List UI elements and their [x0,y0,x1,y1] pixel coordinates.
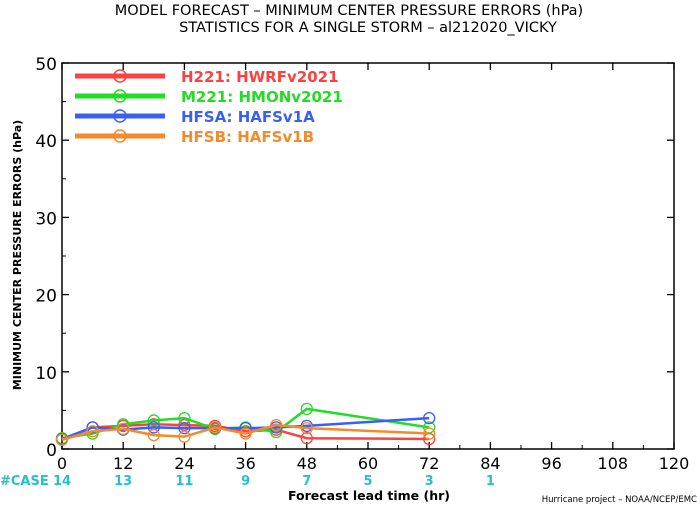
case-count: 14 [53,474,71,489]
y-axis: 0 10 20 30 40 50 [35,55,674,461]
data-point [423,427,436,440]
data-point [117,422,130,436]
case-count: 3 [425,474,434,489]
case-count: 7 [302,474,311,489]
series-line [61,423,430,441]
case-count: 5 [363,474,372,489]
data-point [178,411,191,425]
series-line [61,423,430,441]
chart-title: MODEL FORECAST – MINIMUM CENTER PRESSURE… [115,3,583,19]
legend: H221: HWRFv2021 M221: HMONv2021 HFSA: HAFS… [75,68,343,146]
x-tick-label: 96 [541,454,561,473]
data-point [55,433,69,446]
x-tick-label: 120 [659,454,690,473]
data-point [178,422,191,435]
data-point [300,402,313,416]
legend-swatch-marker [113,69,127,83]
x-tick-label: 48 [297,454,317,473]
series-layer [55,402,436,446]
legend-swatch-marker [113,129,127,143]
y-tick-label: 0 [46,441,57,461]
case-count: 11 [175,474,193,489]
x-tick-label: 108 [598,454,629,473]
data-point [147,414,160,427]
data-point [300,422,313,435]
y-tick-label: 20 [35,287,57,307]
case-count: 1 [486,474,495,489]
y-axis-label: MINIMUM CENTER PRESSURE ERRORS (hPa) [11,120,24,390]
data-point [239,427,252,440]
series-3 [55,418,436,446]
x-axis-label: Forecast lead time (hr) [288,488,450,503]
data-point [86,421,99,434]
legend-label: H221: HWRFv2021 [181,68,339,86]
plot-frame [61,62,675,450]
chart-subtitle: STATISTICS FOR A SINGLE STORM – al212020… [179,20,557,36]
x-tick-label: 12 [113,454,133,473]
case-counts: 14 13 11 9 7 5 3 1 [53,474,495,489]
data-point [178,430,191,443]
x-tick-label: 24 [174,454,194,473]
case-count: 13 [114,474,132,489]
legend-label: M221: HMONv2021 [181,88,343,106]
data-point [423,411,436,425]
data-point [147,428,160,442]
case-label: #CASE [0,474,49,489]
legend-swatch-marker [113,89,127,103]
y-tick-label: 40 [35,132,57,152]
data-point [208,421,222,434]
data-point [86,425,99,438]
legend-label: HFSA: HAFSv1A [181,108,315,126]
y-tick-label: 30 [35,209,57,229]
x-axis: 0 12 24 36 48 60 72 84 96 108 120 [57,63,689,473]
data-point [300,432,313,445]
x-tick-label: 36 [235,454,255,473]
x-tick-label: 60 [358,454,378,473]
case-count: 9 [241,474,250,489]
y-tick-label: 50 [35,55,57,75]
x-tick-label: 0 [57,454,67,473]
y-tick-label: 10 [35,364,57,384]
legend-label: HFSB: HAFSv1B [181,128,314,146]
data-point [270,418,283,432]
x-tick-label: 72 [419,454,439,473]
data-point [147,421,160,434]
x-tick-label: 84 [480,454,500,473]
legend-swatch-marker [113,109,127,123]
credit-text: Hurricane project – NOAA/NCEP/EMC [542,495,697,505]
